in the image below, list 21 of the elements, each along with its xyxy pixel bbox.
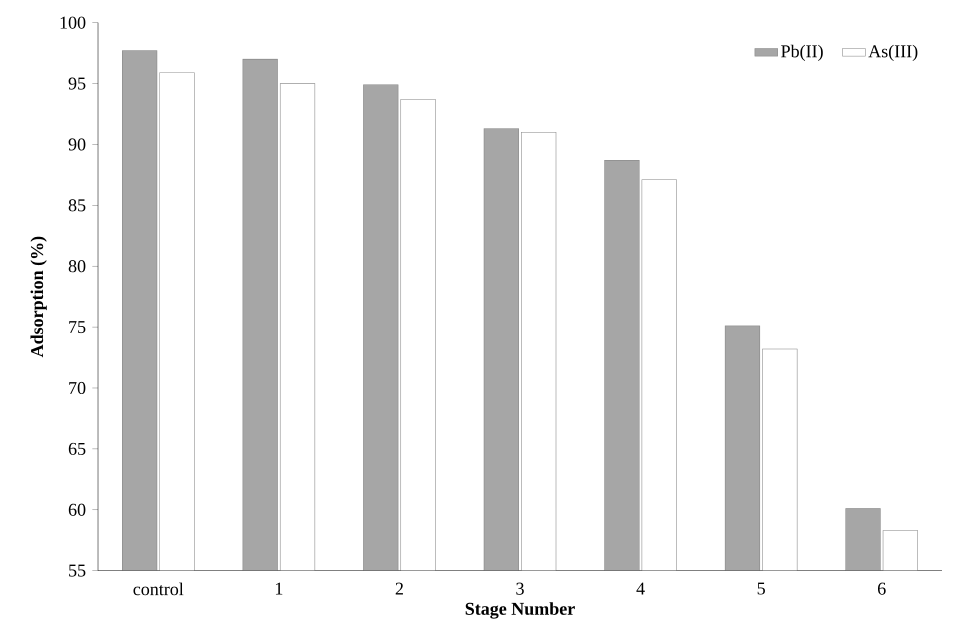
y-tick-label: 80	[68, 260, 86, 272]
x-tick-label: 6	[878, 582, 886, 595]
y-axis-title: Adsorption (%)	[30, 236, 47, 358]
y-tick-label: 90	[68, 138, 86, 150]
y-tick-label: 95	[68, 78, 86, 90]
x-tick-label: 2	[396, 582, 403, 595]
x-tick-label: 3	[516, 582, 524, 595]
y-tick-label: 60	[68, 504, 86, 516]
y-tick-label: 100	[60, 16, 86, 29]
legend-label: Pb(II)	[781, 44, 823, 62]
x-tick-label: 4	[636, 582, 645, 594]
x-tick-label: control	[133, 582, 184, 596]
x-axis-title: Stage Number	[466, 602, 575, 619]
y-tick-label: 55	[69, 564, 86, 577]
y-tick-label: 85	[68, 199, 86, 212]
y-tick-label: 65	[68, 442, 86, 455]
y-tick-label: 70	[69, 382, 86, 394]
x-tick-label: 5	[758, 582, 765, 595]
y-tick-label: 75	[69, 321, 86, 334]
x-tick-label: 1	[276, 582, 282, 594]
legend-label: As(III)	[868, 44, 918, 62]
